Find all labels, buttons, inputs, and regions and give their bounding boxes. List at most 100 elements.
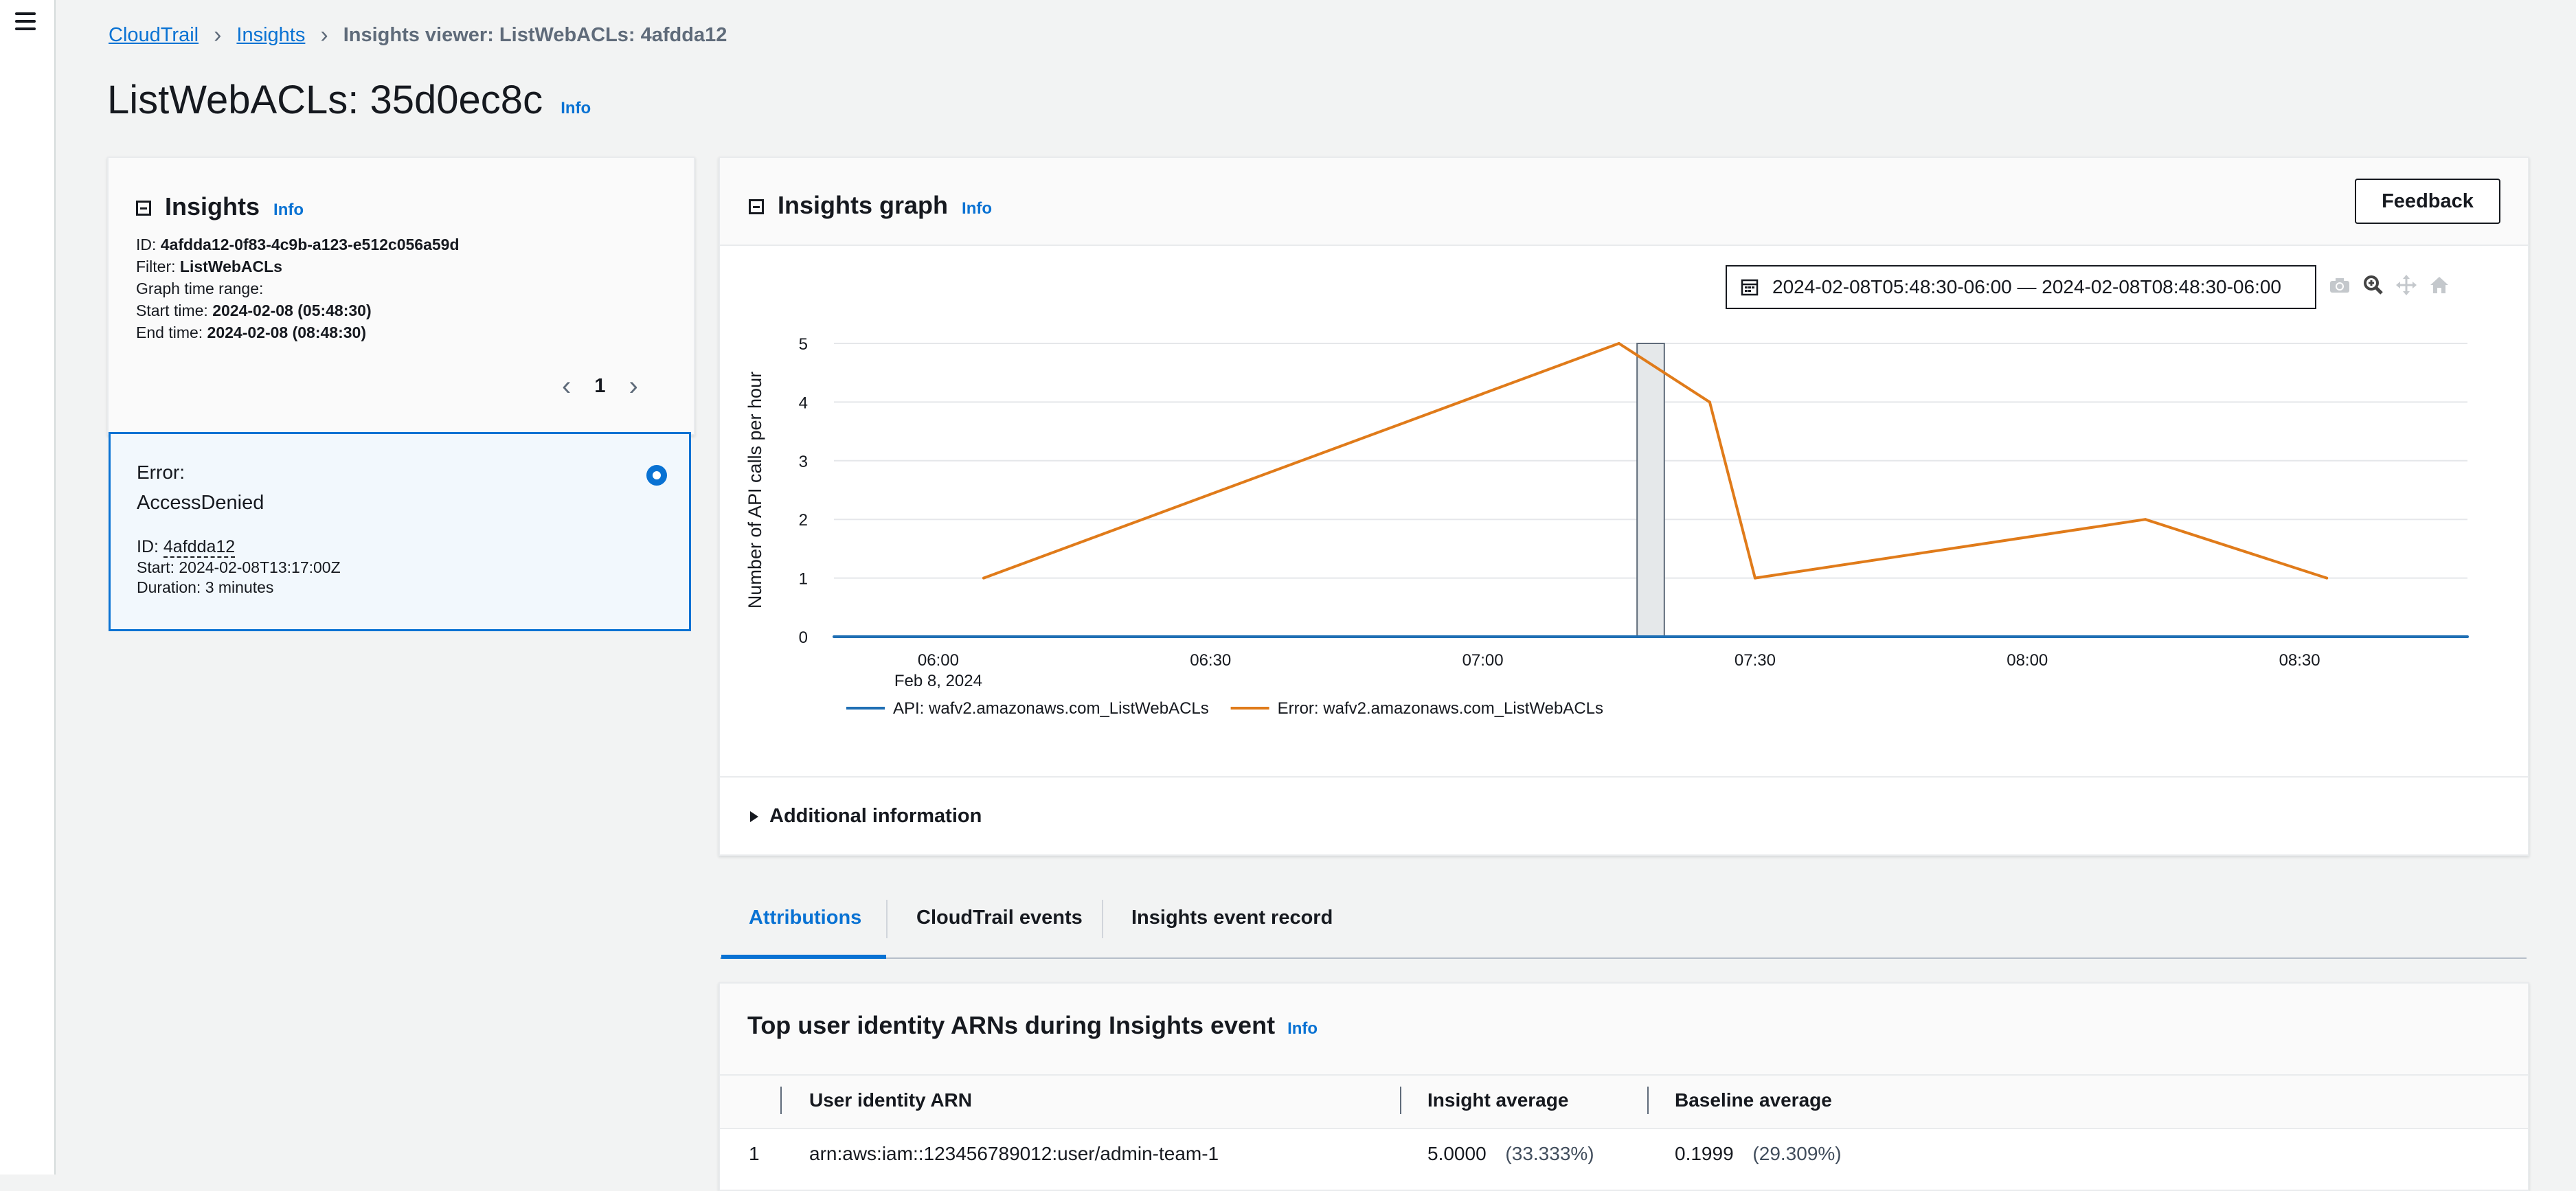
page-info-link[interactable]: Info xyxy=(561,99,591,117)
camera-icon[interactable] xyxy=(2329,276,2351,294)
y-tick-label: 1 xyxy=(799,570,808,589)
card-duration-value: 3 minutes xyxy=(205,578,274,596)
chevron-right-icon: › xyxy=(214,22,222,48)
card-start-value: 2024-02-08T13:17:00Z xyxy=(179,558,341,576)
active-tab-indicator xyxy=(721,955,886,959)
divider xyxy=(720,776,2528,778)
insight-avg-pct: (33.333%) xyxy=(1505,1143,1594,1164)
data-point xyxy=(2466,635,2469,638)
legend-label: Error: wafv2.amazonaws.com_ListWebACLs xyxy=(1278,699,1603,718)
data-point xyxy=(1617,342,1620,345)
id-label: ID: xyxy=(136,236,157,253)
tab-insights-event-record[interactable]: Insights event record xyxy=(1131,907,1333,929)
card-id-label: ID: xyxy=(137,537,159,556)
additional-info-toggle[interactable]: Additional information xyxy=(749,805,982,828)
tab-attributions[interactable]: Attributions xyxy=(749,907,862,929)
menu-icon[interactable] xyxy=(14,11,37,32)
home-icon[interactable] xyxy=(2429,275,2450,295)
row-insight-average: 5.0000 (33.333%) xyxy=(1427,1143,1594,1165)
data-point xyxy=(1708,400,1711,404)
start-value: 2024-02-08 (05:48:30) xyxy=(212,302,372,319)
collapse-icon[interactable] xyxy=(749,199,764,215)
card-duration-label: Duration: xyxy=(137,578,201,596)
tab-cloudtrail-events[interactable]: CloudTrail events xyxy=(916,907,1083,929)
tabs-underline xyxy=(720,957,2527,959)
calendar-icon xyxy=(1741,278,1759,296)
radio-selected-icon[interactable] xyxy=(646,465,667,486)
graph-panel-header: Insights graph Info xyxy=(749,191,992,220)
chart-toolbar xyxy=(2329,275,2450,295)
start-label: Start time: xyxy=(136,302,208,319)
insights-graph-panel: Insights graph Info Feedback 2024-02-08T… xyxy=(719,157,2529,856)
column-divider xyxy=(1647,1087,1649,1114)
insights-info-link[interactable]: Info xyxy=(273,201,304,219)
column-divider xyxy=(780,1087,782,1114)
column-header-baseline-average[interactable]: Baseline average xyxy=(1675,1089,1832,1111)
tab-divider xyxy=(1102,900,1103,938)
pan-icon[interactable] xyxy=(2396,275,2417,295)
error-label: Error: xyxy=(137,462,185,483)
chevron-right-icon: › xyxy=(320,22,328,48)
filter-label: Filter: xyxy=(136,258,176,275)
data-point xyxy=(2144,518,2147,521)
row-rank: 1 xyxy=(749,1143,760,1164)
date-range-text: 2024-02-08T05:48:30-06:00 — 2024-02-08T0… xyxy=(1772,276,2281,297)
chevron-left-icon[interactable]: ‹ xyxy=(562,371,572,401)
x-tick-label: 08:00 xyxy=(2007,651,2048,670)
tab-divider xyxy=(886,900,888,938)
column-header-insight-average[interactable]: Insight average xyxy=(1427,1089,1569,1111)
x-tick-label: 08:30 xyxy=(2279,651,2320,670)
insights-panel-title: Insights xyxy=(165,192,260,220)
y-tick-label: 0 xyxy=(799,628,808,647)
column-header-arn[interactable]: User identity ARN xyxy=(809,1089,973,1111)
breadcrumb-insights[interactable]: Insights xyxy=(236,23,306,46)
x-date-label: Feb 8, 2024 xyxy=(894,672,982,690)
data-point xyxy=(982,576,985,580)
y-tick-label: 4 xyxy=(799,394,808,412)
breadcrumb-current: Insights viewer: ListWebACLs: 4afdda12 xyxy=(343,23,727,46)
attributions-info-link[interactable]: Info xyxy=(1287,1019,1318,1038)
data-point xyxy=(1753,576,1756,580)
y-axis-label: Number of API calls per hour xyxy=(745,372,765,609)
chevron-right-icon[interactable]: › xyxy=(629,371,638,401)
feedback-button[interactable]: Feedback xyxy=(2355,179,2500,224)
table-header: User identity ARN Insight average Baseli… xyxy=(720,1074,2528,1129)
insights-panel: Insights Info ID: 4afdda12-0f83-4c9b-a12… xyxy=(107,157,695,435)
attributions-title: Top user identity ARNs during Insights e… xyxy=(747,1011,1276,1039)
legend-label: API: wafv2.amazonaws.com_ListWebACLs xyxy=(893,699,1209,718)
row-arn: arn:aws:iam::123456789012:user/admin-tea… xyxy=(809,1143,1219,1164)
zoom-icon[interactable] xyxy=(2363,275,2384,295)
y-tick-label: 5 xyxy=(799,335,808,354)
attributions-panel: Top user identity ARNs during Insights e… xyxy=(719,982,2529,1191)
left-navigation xyxy=(0,0,56,1175)
graph-range-label: Graph time range: xyxy=(136,280,264,297)
x-tick-label: 07:30 xyxy=(1735,651,1776,670)
date-range-picker[interactable]: 2024-02-08T05:48:30-06:00 — 2024-02-08T0… xyxy=(1726,265,2316,309)
data-point xyxy=(833,635,835,638)
breadcrumb: CloudTrail › Insights › Insights viewer:… xyxy=(109,23,727,47)
attributions-header-bg xyxy=(720,984,2528,1074)
graph-panel-title: Insights graph xyxy=(778,191,949,219)
row-baseline-average: 0.1999 (29.309%) xyxy=(1675,1143,1842,1165)
x-tick-label: 07:00 xyxy=(1462,651,1504,670)
table-row: 1 arn:aws:iam::123456789012:user/admin-t… xyxy=(720,1128,2528,1180)
error-value: AccessDenied xyxy=(137,492,264,514)
data-point xyxy=(2325,576,2329,580)
insights-chart[interactable]: 0 1 2 3 4 5 06:00 06:30 07:00 07:30 08:00 08:30 Feb … xyxy=(720,323,2528,900)
card-id-value[interactable]: 4afdda12 xyxy=(163,537,236,558)
filter-value: ListWebACLs xyxy=(179,258,282,275)
end-label: End time: xyxy=(136,324,203,341)
baseline-avg-pct: (29.309%) xyxy=(1752,1143,1842,1164)
x-tick-label: 06:30 xyxy=(1190,651,1231,670)
page-title: ListWebACLs: 35d0ec8c Info xyxy=(107,77,591,123)
baseline-avg-value: 0.1999 xyxy=(1675,1143,1734,1164)
series-line-error xyxy=(983,342,2327,580)
column-divider xyxy=(1400,1087,1401,1114)
insight-card-selected[interactable]: Error: AccessDenied ID: 4afdda12 Start: … xyxy=(109,432,691,631)
page-number[interactable]: 1 xyxy=(594,375,606,397)
graph-info-link[interactable]: Info xyxy=(962,199,993,218)
collapse-icon[interactable] xyxy=(136,201,151,216)
insight-highlight-band xyxy=(1636,343,1665,637)
graph-panel-header-bg xyxy=(720,158,2528,246)
breadcrumb-cloudtrail[interactable]: CloudTrail xyxy=(109,23,199,46)
